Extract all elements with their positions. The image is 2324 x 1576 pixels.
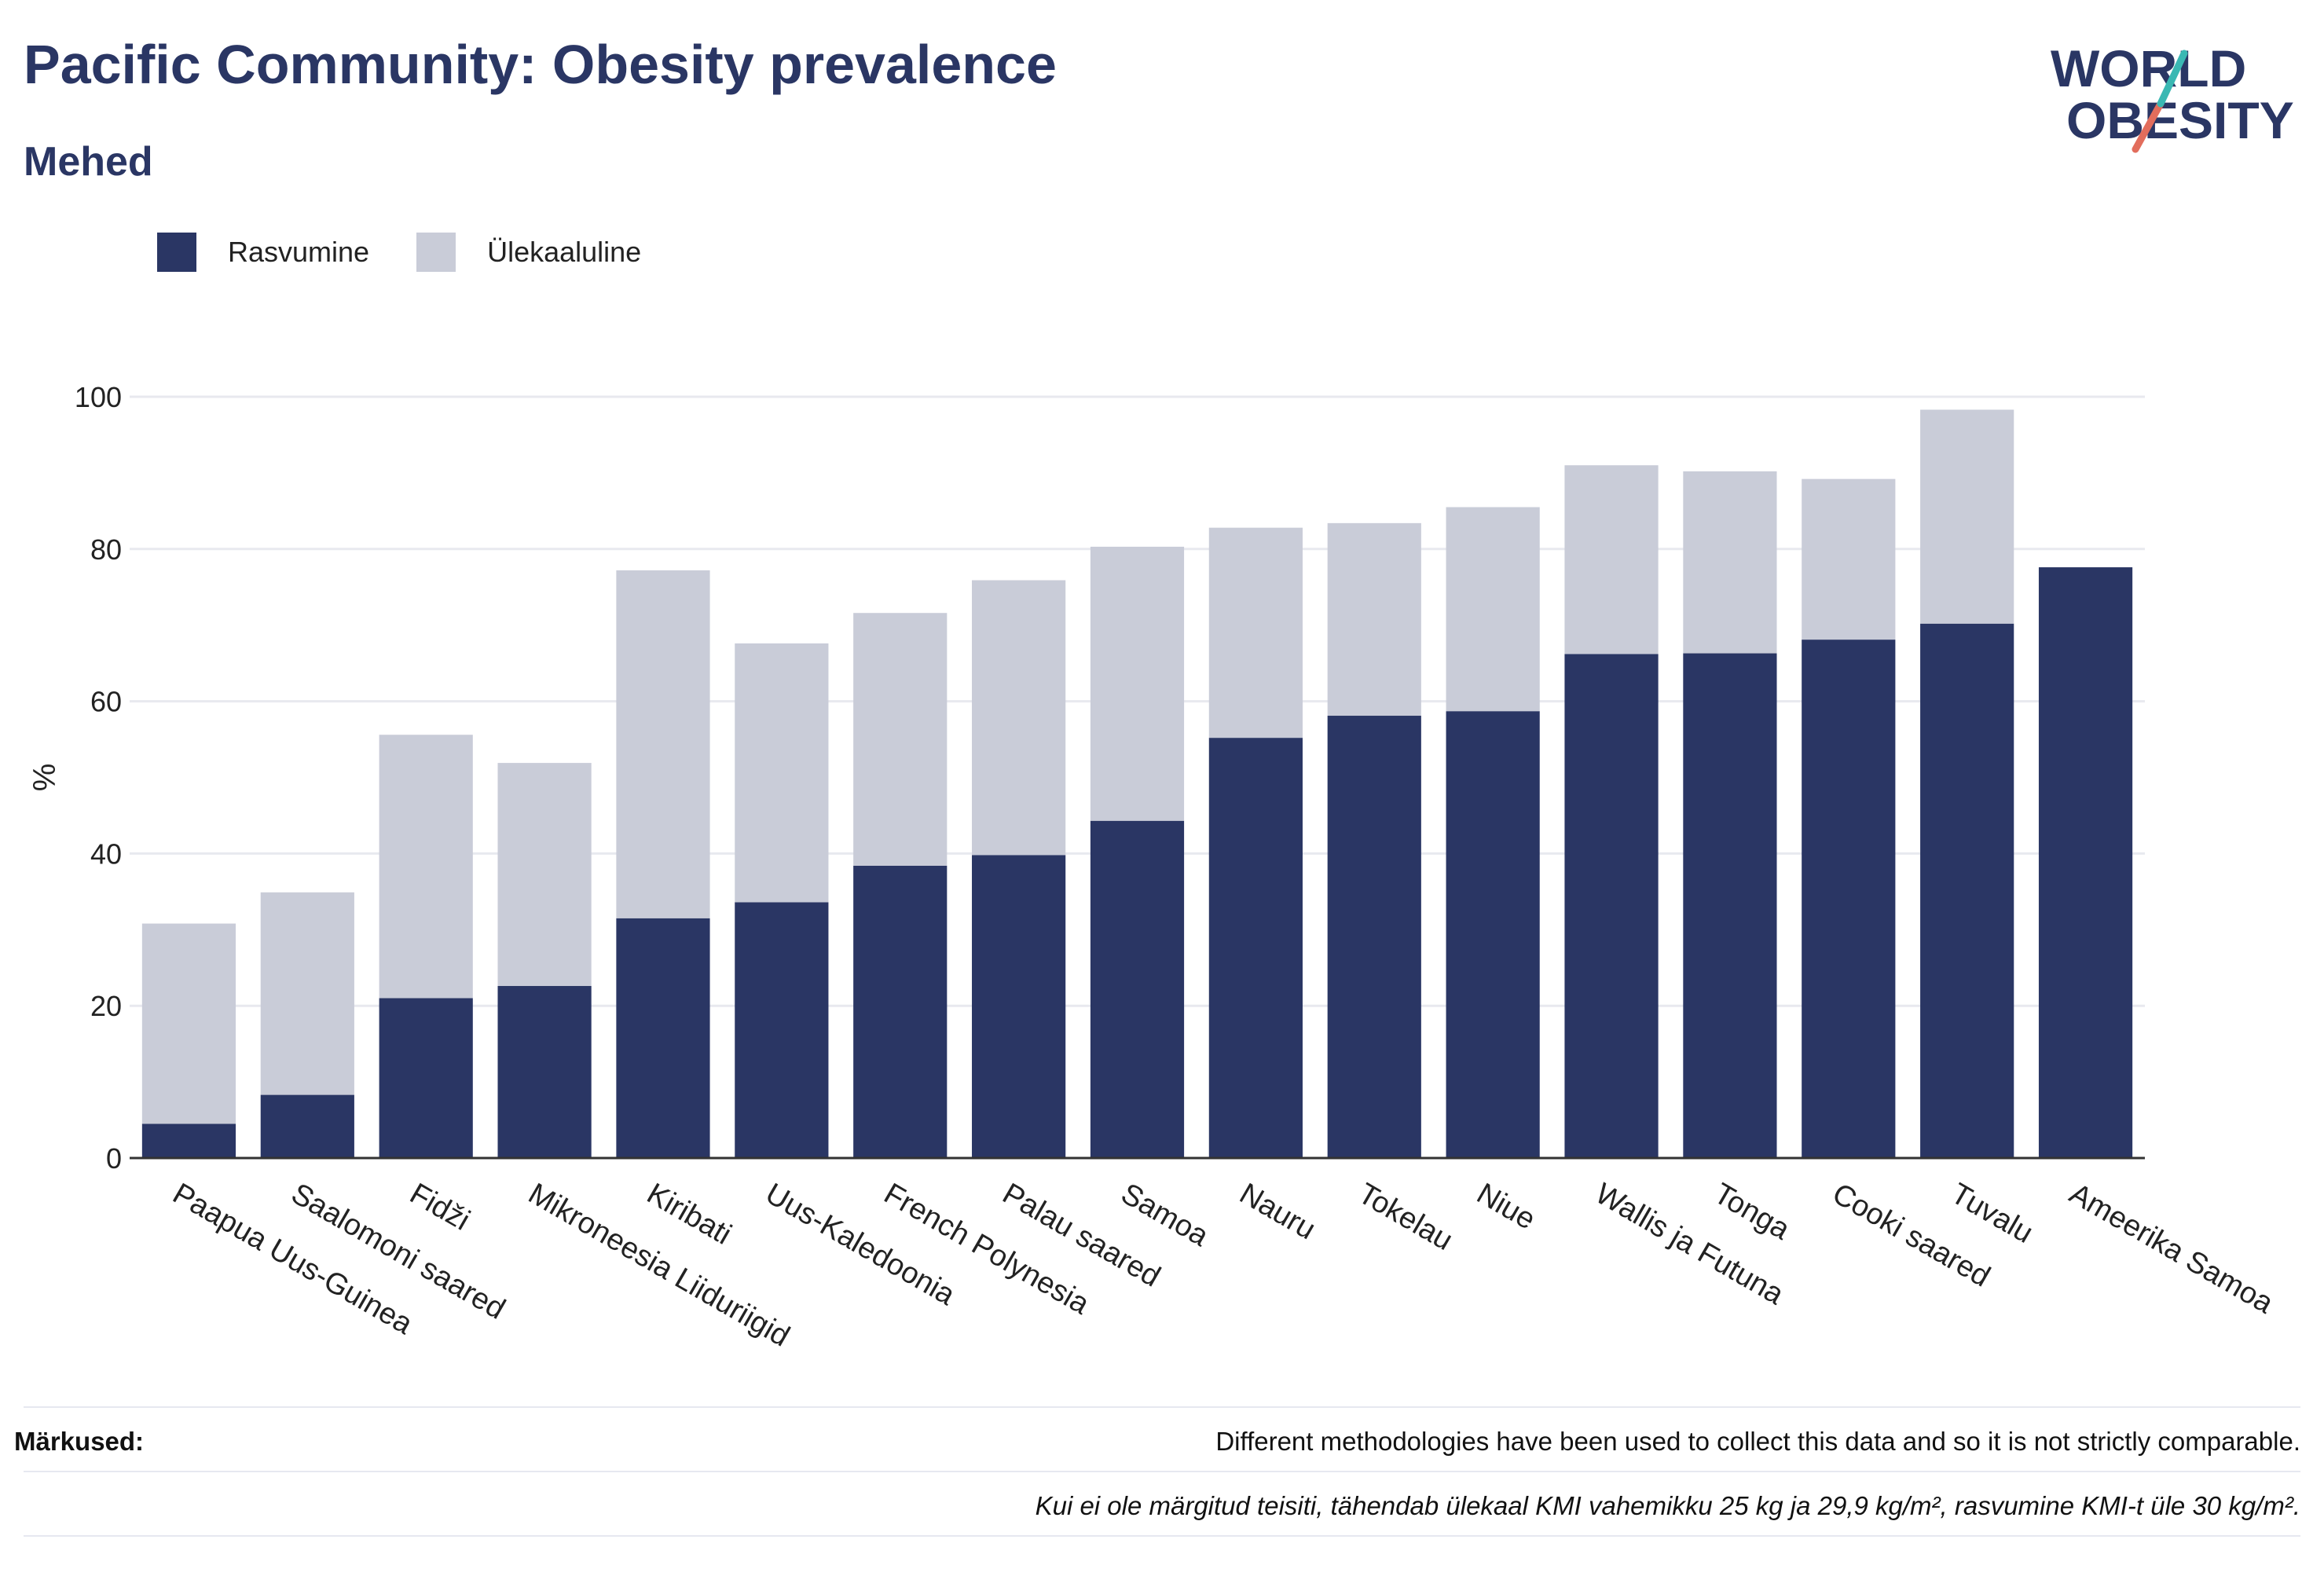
notes-divider-top — [24, 1406, 2300, 1408]
bar-obesity — [1446, 711, 1540, 1158]
bar-obesity — [972, 855, 1066, 1158]
world-obesity-logo: WORLD OBESITY — [2051, 39, 2294, 153]
bar-obesity — [1564, 654, 1659, 1158]
bar-obesity — [853, 865, 948, 1158]
bar-overweight — [1446, 507, 1540, 712]
notes-divider-bottom — [24, 1535, 2300, 1537]
x-tick-label: French Polynesia — [878, 1177, 1095, 1321]
legend-label-overweight: Ülekaaluline — [487, 236, 642, 268]
bar-obesity — [379, 998, 473, 1158]
bar-obesity — [1802, 640, 1896, 1158]
legend-label-obesity: Rasvumine — [228, 236, 370, 268]
bar-overweight — [1802, 478, 1896, 640]
chart-title: Pacific Community: Obesity prevalence — [24, 34, 1057, 95]
y-tick-label: 60 — [90, 686, 122, 718]
bar-obesity — [735, 902, 829, 1158]
legend-swatch-overweight — [416, 233, 456, 272]
y-tick-label: 100 — [75, 381, 122, 413]
legend-swatch-obesity — [157, 233, 196, 272]
bar-overweight — [735, 643, 829, 903]
bar-overweight — [497, 763, 592, 987]
bar-overweight — [1208, 527, 1303, 739]
bar-overweight — [972, 580, 1066, 856]
x-tick-label: Tuvalu — [1945, 1177, 2039, 1250]
bar-overweight — [853, 613, 948, 866]
x-tick-label: Samoa — [1116, 1177, 1215, 1253]
x-tick-label: Fidži — [405, 1177, 475, 1237]
chart-subtitle: Mehed — [24, 139, 153, 185]
bar-overweight — [379, 735, 473, 999]
x-tick-label: Kiribati — [641, 1177, 737, 1251]
x-tick-label: Tonga — [1708, 1177, 1795, 1247]
y-tick-label: 20 — [90, 990, 122, 1022]
legend-item-obesity: Rasvumine — [157, 233, 369, 272]
bar-obesity — [1683, 653, 1777, 1158]
bar-overweight — [1683, 471, 1777, 654]
logo-line2: OBESITY — [2066, 91, 2294, 149]
y-tick-label: 80 — [90, 533, 122, 566]
x-tick-label: Ameerika Samoa — [2064, 1177, 2279, 1321]
notes-methodology: Different methodologies have been used t… — [1215, 1427, 2300, 1456]
bar-overweight — [1327, 522, 1421, 717]
x-tick-label: Niue — [1471, 1177, 1541, 1236]
chart-legend: Rasvumine Ülekaaluline — [157, 233, 688, 272]
bar-overweight — [141, 923, 236, 1124]
bar-obesity — [497, 986, 592, 1158]
bar-obesity — [1090, 820, 1185, 1158]
logo-line1: WORLD — [2051, 39, 2246, 97]
x-tick-label: Tokelau — [1353, 1177, 1458, 1257]
notes-definition: Kui ei ole märgitud teisiti, tähendab ül… — [1035, 1491, 2300, 1520]
bar-overweight — [1564, 465, 1659, 654]
y-tick-label: 40 — [90, 837, 122, 870]
y-axis-label: % — [27, 764, 62, 792]
bar-obesity — [1327, 716, 1421, 1158]
bar-obesity — [260, 1094, 354, 1158]
bar-overweight — [1090, 546, 1185, 821]
bar-obesity — [616, 918, 710, 1158]
x-tick-label: Nauru — [1234, 1177, 1321, 1246]
bar-obesity — [1920, 623, 2014, 1158]
bar-overweight — [1920, 409, 2014, 624]
bar-obesity — [2038, 567, 2133, 1158]
notes-label: Märkused: — [14, 1427, 145, 1456]
notes-divider-middle — [24, 1471, 2300, 1472]
y-tick-label: 0 — [106, 1142, 122, 1175]
bar-obesity — [1208, 738, 1303, 1158]
bar-obesity — [141, 1123, 236, 1158]
legend-item-overweight: Ülekaaluline — [416, 233, 641, 272]
bar-overweight — [260, 892, 354, 1095]
bar-overweight — [616, 570, 710, 918]
